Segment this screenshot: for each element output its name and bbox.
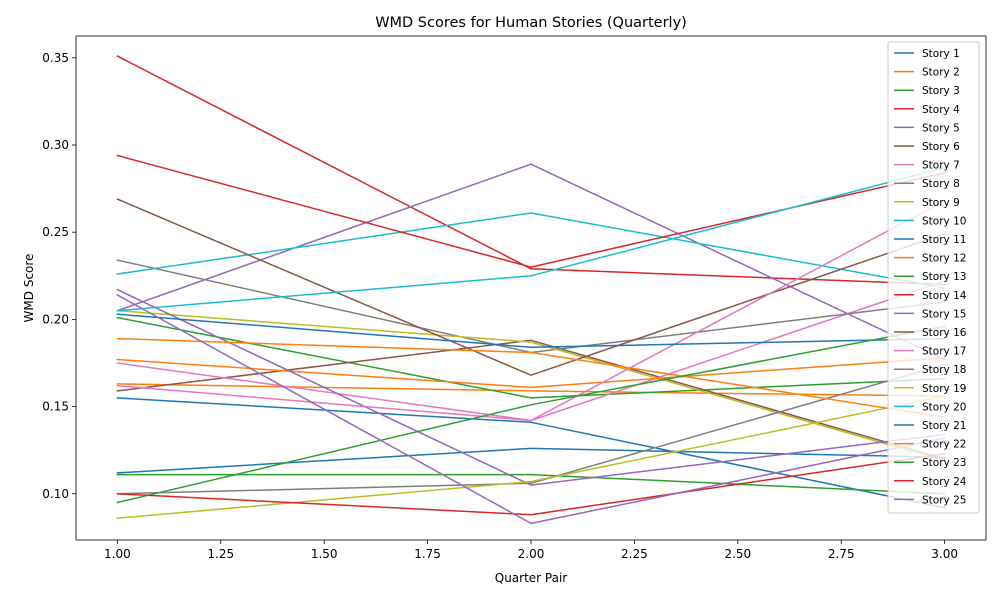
- series-line-story-21: [116, 313, 946, 349]
- series-lines: [116, 55, 946, 525]
- legend-entry: Story 5: [922, 122, 960, 134]
- y-tick-label: 0.15: [42, 400, 69, 414]
- series-line-story-25: [116, 293, 946, 525]
- series-line-story-19: [116, 395, 946, 520]
- x-tick-label: 2.00: [518, 547, 545, 561]
- series-line-story-12: [116, 356, 946, 389]
- y-axis: 0.10 0.15 0.20 0.25 0.30 0.35: [42, 51, 76, 501]
- legend-entry: Story 14: [922, 290, 967, 302]
- y-tick-label: 0.20: [42, 312, 69, 326]
- series-line-story-24: [116, 452, 946, 516]
- y-tick-label: 0.25: [42, 225, 69, 239]
- series-line-story-9: [116, 309, 946, 462]
- legend-entry: Story 11: [922, 234, 966, 246]
- y-tick-label: 0.30: [42, 138, 69, 152]
- series-line-story-11: [116, 447, 946, 474]
- x-tick-label: 3.00: [931, 547, 958, 561]
- legend-entry: Story 8: [922, 178, 960, 190]
- legend-entry: Story 4: [922, 104, 960, 116]
- legend-entry: Story 20: [922, 401, 966, 413]
- legend-entry: Story 15: [922, 308, 966, 320]
- y-tick-label: 0.10: [42, 487, 69, 501]
- series-line-story-16: [116, 198, 946, 376]
- legend-entry: Story 22: [922, 439, 966, 451]
- x-tick-label: 2.75: [828, 547, 855, 561]
- series-line-story-13: [116, 473, 946, 495]
- legend-entry: Story 10: [922, 215, 966, 227]
- legend-entry: Story 21: [922, 420, 966, 432]
- legend-box: [887, 41, 980, 514]
- y-axis-label: WMD Score: [22, 254, 36, 323]
- series-line-story-22: [116, 337, 946, 418]
- series-line-story-23: [116, 325, 946, 504]
- series-line-story-15: [116, 288, 946, 486]
- legend: Story 1 Story 2 Story 3 Story 4 Story 5 Story…: [887, 41, 980, 514]
- series-line-story-5: [116, 163, 946, 361]
- legend-entry: Story 6: [922, 141, 960, 153]
- legend-entry: Story 3: [922, 85, 960, 97]
- x-axis: 1.00 1.25 1.50 1.75 2.00 2.25 2.50 2.75 3.00: [104, 540, 958, 561]
- legend-entry: Story 7: [922, 160, 960, 172]
- legend-entry: Story 25: [922, 494, 966, 506]
- legend-entry: Story 24: [922, 476, 967, 488]
- chart-title: WMD Scores for Human Stories (Quarterly): [375, 15, 687, 31]
- legend-entry: Story 18: [922, 364, 966, 376]
- legend-entry: Story 2: [922, 67, 960, 79]
- x-axis-label: Quarter Pair: [495, 571, 568, 585]
- legend-entry: Story 9: [922, 197, 960, 209]
- legend-entry: Story 1: [922, 48, 960, 60]
- series-line-story-10: [116, 212, 946, 289]
- series-line-story-20: [116, 166, 946, 312]
- series-line-story-4: [116, 55, 946, 286]
- x-tick-label: 1.75: [414, 547, 441, 561]
- series-line-story-17: [116, 199, 946, 422]
- y-tick-label: 0.35: [42, 51, 69, 65]
- x-tick-label: 2.25: [621, 547, 648, 561]
- series-line-story-18: [116, 363, 946, 495]
- legend-entry: Story 12: [922, 253, 966, 265]
- x-tick-label: 1.00: [104, 547, 131, 561]
- legend-entry: Story 17: [922, 346, 966, 358]
- x-tick-label: 1.25: [207, 547, 234, 561]
- series-line-story-1: [116, 397, 946, 509]
- series-line-story-3: [116, 316, 946, 399]
- series-line-story-6: [116, 339, 946, 460]
- legend-entry: Story 19: [922, 383, 966, 395]
- legend-entry: Story 13: [922, 271, 966, 283]
- x-tick-label: 2.50: [724, 547, 751, 561]
- legend-entry: Story 23: [922, 457, 966, 469]
- series-line-story-2: [116, 383, 946, 397]
- legend-entry: Story 16: [922, 327, 967, 339]
- x-tick-label: 1.50: [311, 547, 338, 561]
